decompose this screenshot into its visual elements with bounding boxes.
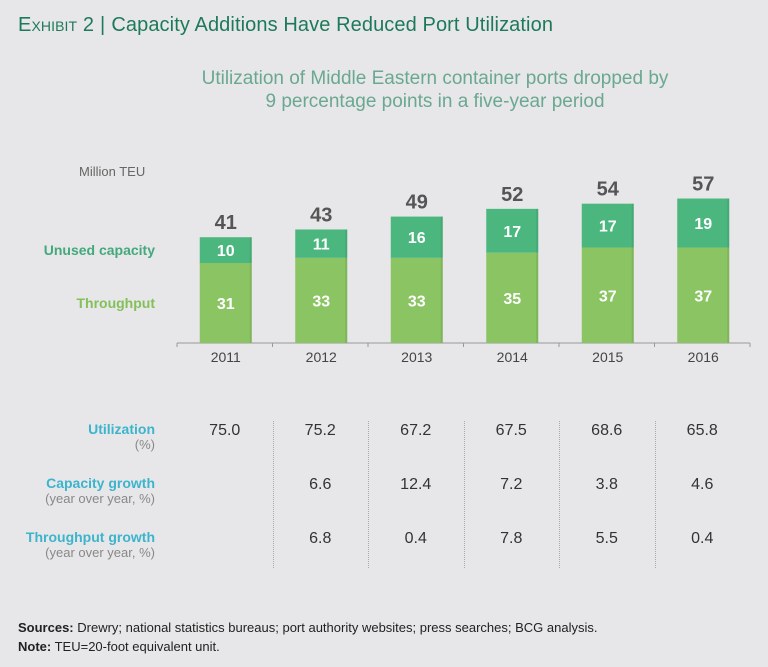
- x-tick-label: 2011: [211, 349, 241, 365]
- table-cell: 68.6: [591, 422, 623, 439]
- data-label-unused: 11: [313, 237, 330, 254]
- x-tick-label: 2014: [497, 349, 528, 365]
- table-cell: 6.6: [309, 476, 332, 493]
- sources-text: Drewry; national statistics bureaus; por…: [77, 620, 598, 635]
- exhibit-title: Exhibit 2 | Capacity Additions Have Reduce…: [18, 14, 553, 37]
- data-label-total: 57: [692, 174, 714, 196]
- bar-throughput-2016: [677, 247, 730, 343]
- data-label-total: 54: [597, 179, 620, 201]
- table-cell: 12.4: [400, 476, 432, 493]
- bar-unused-2011: [199, 237, 252, 264]
- note-label: Note:: [18, 639, 52, 654]
- bar-unused-2016: [677, 198, 730, 248]
- column-divider: [272, 421, 274, 568]
- sources-line: Sources: Drewry; national statistics bur…: [18, 618, 597, 637]
- bar-unused-2012: [295, 229, 348, 258]
- bar-unused-2013: [390, 216, 443, 258]
- data-label-unused: 10: [217, 243, 235, 260]
- data-label-throughput: 35: [503, 291, 521, 308]
- table-cell: 0.4: [404, 530, 427, 547]
- row-label: Capacity growth (year over year, %): [0, 475, 155, 506]
- bar-throughput-2013: [390, 257, 443, 343]
- table-cell: 67.2: [400, 422, 432, 439]
- data-label-total: 52: [501, 184, 523, 206]
- table-cell: 7.8: [500, 530, 523, 547]
- data-label-throughput: 37: [694, 288, 712, 305]
- table-cell: 65.8: [686, 422, 718, 439]
- column-divider: [559, 421, 560, 568]
- table-cell: 67.5: [495, 422, 527, 439]
- column-divider: [463, 421, 465, 568]
- bar-shadow: [536, 208, 539, 343]
- subtitle-line-2: 9 percentage points in a five-year perio…: [265, 91, 605, 112]
- title-separator: |: [100, 14, 106, 36]
- bar-throughput-2014: [486, 252, 539, 343]
- data-label-total: 49: [406, 192, 428, 214]
- table-cell: 3.8: [595, 476, 618, 493]
- data-label-throughput: 31: [217, 296, 235, 313]
- legend-throughput: Throughput: [76, 295, 155, 311]
- bar-throughput-2012: [295, 257, 348, 343]
- data-label-throughput: 33: [312, 293, 330, 310]
- data-label-unused: 16: [408, 230, 426, 247]
- sources-label: Sources:: [18, 620, 74, 635]
- bar-shadow: [440, 216, 443, 343]
- row-label-title: Throughput growth: [25, 529, 155, 545]
- bar-shadow: [249, 237, 252, 343]
- footnotes: Sources: Drewry; national statistics bur…: [18, 618, 597, 656]
- table-cell: 4.6: [691, 476, 714, 493]
- x-tick-label: 2016: [688, 349, 719, 365]
- table-cell: 7.2: [500, 476, 523, 493]
- data-label-total: 41: [215, 212, 237, 234]
- table-cell: 0.4: [691, 530, 714, 547]
- bar-shadow: [727, 198, 730, 343]
- row-label: Throughput growth (year over year, %): [0, 529, 155, 560]
- column-divider: [368, 421, 369, 568]
- row-label-unit: (year over year, %): [45, 491, 155, 506]
- data-label-throughput: 33: [408, 293, 426, 310]
- bar-throughput-2011: [199, 263, 252, 343]
- row-label-unit: (year over year, %): [45, 545, 155, 560]
- legend-unused-capacity: Unused capacity: [43, 242, 155, 258]
- table-cell: 5.5: [595, 530, 618, 547]
- bar-throughput-2015: [581, 247, 634, 343]
- bar-unused-2014: [486, 208, 539, 253]
- row-label-title: Capacity growth: [46, 475, 155, 491]
- table-cell: 6.8: [309, 530, 332, 547]
- data-label-throughput: 37: [599, 288, 617, 305]
- data-label-total: 43: [310, 204, 332, 226]
- row-label-unit: (%): [134, 437, 155, 452]
- subtitle-line-1: Utilization of Middle Eastern container …: [201, 68, 669, 89]
- table-cell: 75.0: [209, 422, 241, 439]
- data-label-unused: 17: [599, 219, 617, 236]
- stacked-bar-chart: 31 10 41 2011 33 11 43 2012 33 16 49 2013 35 17 52 2014…: [176, 174, 751, 365]
- table-cell: 75.2: [304, 422, 336, 439]
- note-text: TEU=20-foot equivalent unit.: [54, 639, 220, 654]
- x-tick-label: 2015: [592, 349, 623, 365]
- data-label-unused: 19: [694, 216, 712, 233]
- bar-shadow: [345, 229, 348, 343]
- column-divider: [654, 421, 656, 568]
- exhibit-label: Exhibit 2: [18, 14, 95, 36]
- y-unit-label: Million TEU: [79, 164, 146, 179]
- row-label-title: Utilization: [88, 421, 155, 437]
- x-tick-label: 2012: [306, 349, 337, 365]
- row-label: Utilization (%): [0, 421, 155, 452]
- note-line: Note: TEU=20-foot equivalent unit.: [18, 637, 597, 656]
- exhibit-heading: Capacity Additions Have Reduced Port Uti…: [111, 14, 554, 36]
- data-label-unused: 17: [503, 224, 521, 241]
- bar-shadow: [631, 203, 634, 343]
- x-tick-label: 2013: [401, 349, 432, 365]
- bar-unused-2015: [581, 203, 634, 248]
